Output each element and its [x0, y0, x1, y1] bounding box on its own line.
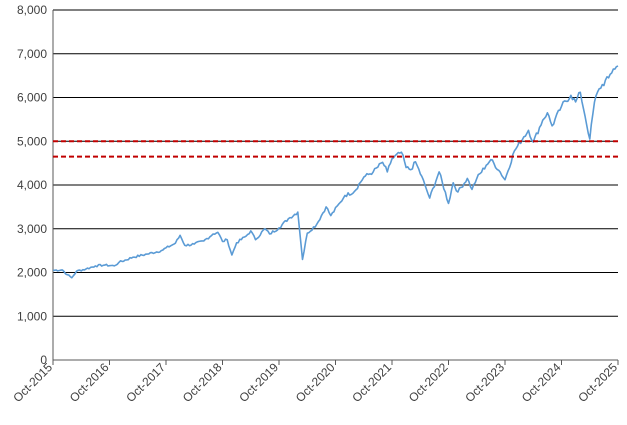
x-tick-label: Oct-2020: [293, 360, 338, 405]
y-tick-label: 8,000: [17, 3, 47, 17]
y-tick-label: 4,000: [17, 178, 47, 192]
y-tick-label: 3,000: [17, 222, 47, 236]
x-tick-label: Oct-2016: [67, 360, 112, 405]
y-tick-label: 1,000: [17, 309, 47, 323]
x-tick-label: Oct-2024: [519, 360, 564, 405]
x-tick-label: Oct-2015: [10, 360, 55, 405]
x-tick-label: Oct-2023: [462, 360, 507, 405]
x-tick-label: Oct-2018: [180, 360, 225, 405]
x-tick-label: Oct-2022: [406, 360, 451, 405]
series-line: [53, 65, 619, 279]
y-tick-label: 5,000: [17, 134, 47, 148]
x-tick-label: Oct-2017: [123, 360, 168, 405]
y-tick-label: 7,000: [17, 47, 47, 61]
x-tick-label: Oct-2025: [575, 360, 620, 405]
y-tick-label: 2,000: [17, 266, 47, 280]
y-tick-label: 0: [40, 353, 47, 367]
y-tick-label: 6,000: [17, 91, 47, 105]
x-tick-label: Oct-2021: [349, 360, 394, 405]
x-tick-label: Oct-2019: [236, 360, 281, 405]
